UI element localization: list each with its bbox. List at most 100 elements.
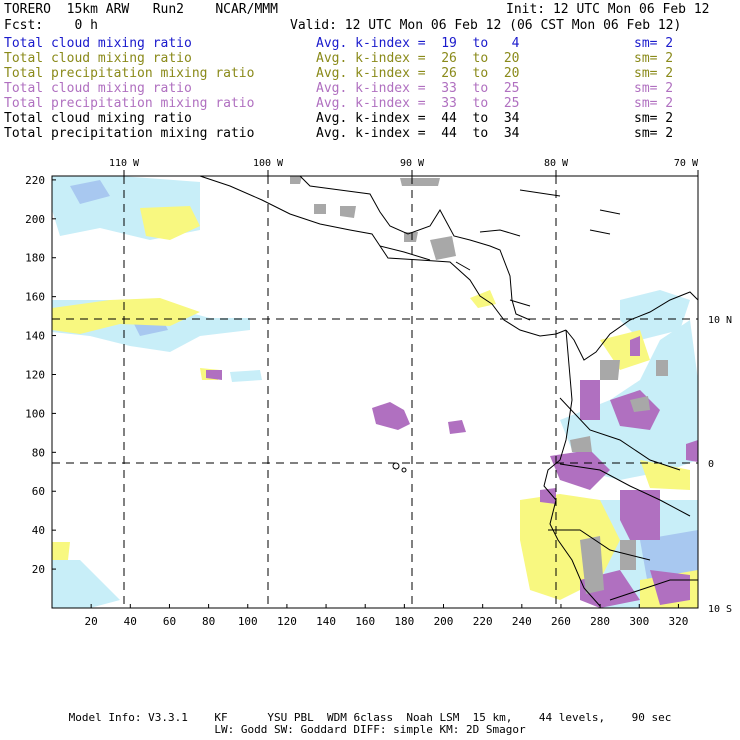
y-tick-label: 20 [32, 563, 45, 576]
field-kindex: Avg. k-index = 26 to 20 [316, 51, 520, 66]
precip-gray-area [600, 360, 620, 380]
field-label: Total precipitation mixing ratio [4, 126, 255, 141]
precip-gray-area [400, 178, 440, 186]
cloud-light-blue-area [52, 560, 120, 608]
map-plot: 20 40 60 80 100 120 140 160 180 200 220 240 260 280 30… [25, 158, 732, 628]
precip-purple-area [580, 380, 600, 420]
precip-purple-area [448, 420, 466, 434]
x-tick-label: 220 [473, 615, 493, 628]
precip-gray-area [314, 204, 326, 214]
y-tick-label: 40 [32, 524, 45, 537]
y-tick-label: 180 [25, 252, 45, 265]
cloud-light-blue-area [620, 290, 690, 340]
x-tick-label: 260 [551, 615, 571, 628]
x-tick-label: 20 [85, 615, 98, 628]
lon-label: 80 W [544, 158, 569, 169]
lon-labels: 110 W 100 W 90 W 80 W 70 W [109, 158, 699, 169]
lon-label: 70 W [674, 158, 699, 169]
lat-labels: 10 N 0 10 S [708, 315, 732, 615]
y-tick-label: 120 [25, 368, 45, 381]
x-tick-label: 140 [316, 615, 336, 628]
field-kindex: Avg. k-index = 19 to 4 [316, 36, 520, 51]
lat-label: 0 [708, 459, 714, 470]
x-tick-label: 200 [434, 615, 454, 628]
field-label: Total cloud mixing ratio [4, 51, 192, 66]
lat-label: 10 S [708, 604, 732, 615]
field-label: Total cloud mixing ratio [4, 81, 192, 96]
plot-frame [51, 175, 699, 609]
x-axis-ticks: 20 40 60 80 100 120 140 160 180 200 220 240 260 280 30… [85, 604, 688, 628]
lat-lon-grid [52, 176, 698, 608]
field-smoothing: sm= 2 [634, 111, 674, 126]
lon-tick-marks [123, 170, 699, 176]
x-tick-label: 300 [629, 615, 649, 628]
forecast-hour: Fcst: 0 h [4, 18, 98, 33]
precip-purple-area [686, 440, 698, 462]
field-smoothing: sm= 2 [634, 36, 674, 51]
cloud-yellow-area [470, 290, 496, 308]
x-tick-label: 120 [277, 615, 297, 628]
precip-gray-area [340, 206, 356, 218]
field-smoothing: sm= 2 [634, 81, 674, 96]
model-title: TORERO 15km ARW Run2 NCAR/MMM [4, 2, 278, 17]
y-tick-label: 220 [25, 174, 45, 187]
coastlines [199, 175, 699, 607]
coastline-mexico-central-america [199, 175, 567, 337]
y-axis-ticks: 20 40 60 80 100 120 140 160 180 200 220 [25, 174, 56, 576]
cloud-yellow-area [52, 542, 70, 560]
precip-gray-area [290, 176, 302, 184]
coastline-south-america [543, 291, 699, 607]
init-time: Init: 12 UTC Mon 06 Feb 12 [506, 2, 710, 17]
coastline-islands [479, 189, 621, 237]
precip-gray-area [630, 396, 650, 412]
galapagos-islands [392, 462, 400, 470]
y-tick-label: 160 [25, 291, 45, 304]
model-info-line1: Model Info: V3.3.1 KF YSU PBL WDM 6class… [68, 711, 672, 724]
y-tick-label: 200 [25, 213, 45, 226]
x-tick-label: 180 [394, 615, 414, 628]
x-tick-label: 80 [202, 615, 215, 628]
precip-purple-area [630, 336, 640, 356]
lon-label: 90 W [400, 158, 425, 169]
field-smoothing: sm= 2 [634, 66, 674, 81]
precip-gray-area [430, 236, 456, 260]
precip-purple-area [372, 402, 410, 430]
field-smoothing: sm= 2 [634, 51, 674, 66]
x-tick-label: 40 [124, 615, 137, 628]
precip-purple-area [550, 450, 610, 490]
precip-purple-area [650, 570, 690, 605]
galapagos-islands [401, 467, 407, 473]
cloud-yellow-area [140, 206, 200, 240]
precip-purple-area [620, 490, 660, 540]
field-label: Total precipitation mixing ratio [4, 66, 255, 81]
x-tick-label: 100 [238, 615, 258, 628]
y-tick-label: 80 [32, 446, 45, 459]
x-tick-label: 280 [590, 615, 610, 628]
field-kindex: Avg. k-index = 33 to 25 [316, 81, 520, 96]
x-tick-label: 160 [355, 615, 375, 628]
border-borders [379, 245, 698, 601]
cloud-light-blue-area [230, 370, 262, 382]
lat-label: 10 N [708, 315, 732, 326]
field-kindex: Avg. k-index = 44 to 34 [316, 111, 520, 126]
precip-gray-area [580, 536, 604, 594]
y-tick-label: 60 [32, 485, 45, 498]
valid-time: Valid: 12 UTC Mon 06 Feb 12 (06 CST Mon … [290, 18, 682, 33]
cloud-yellow-area [52, 298, 200, 334]
field-smoothing: sm= 2 [634, 96, 674, 111]
precip-gray-area [404, 232, 418, 242]
field-label: Total cloud mixing ratio [4, 111, 192, 126]
precip-purple-area [206, 370, 222, 380]
precip-gray-area [570, 436, 592, 452]
model-info-line2: LW: Godd SW: Goddard DIFF: simple KM: 2D… [214, 723, 526, 736]
lon-label: 100 W [253, 158, 284, 169]
coastline-yucatan-caribbean [299, 175, 531, 321]
y-tick-label: 140 [25, 330, 45, 343]
field-kindex: Avg. k-index = 44 to 34 [316, 126, 520, 141]
precip-gray-area [656, 360, 668, 376]
y-tick-label: 100 [25, 407, 45, 420]
field-label: Total precipitation mixing ratio [4, 96, 255, 111]
x-tick-label: 240 [512, 615, 532, 628]
field-kindex: Avg. k-index = 26 to 20 [316, 66, 520, 81]
precip-purple-area [540, 488, 556, 504]
